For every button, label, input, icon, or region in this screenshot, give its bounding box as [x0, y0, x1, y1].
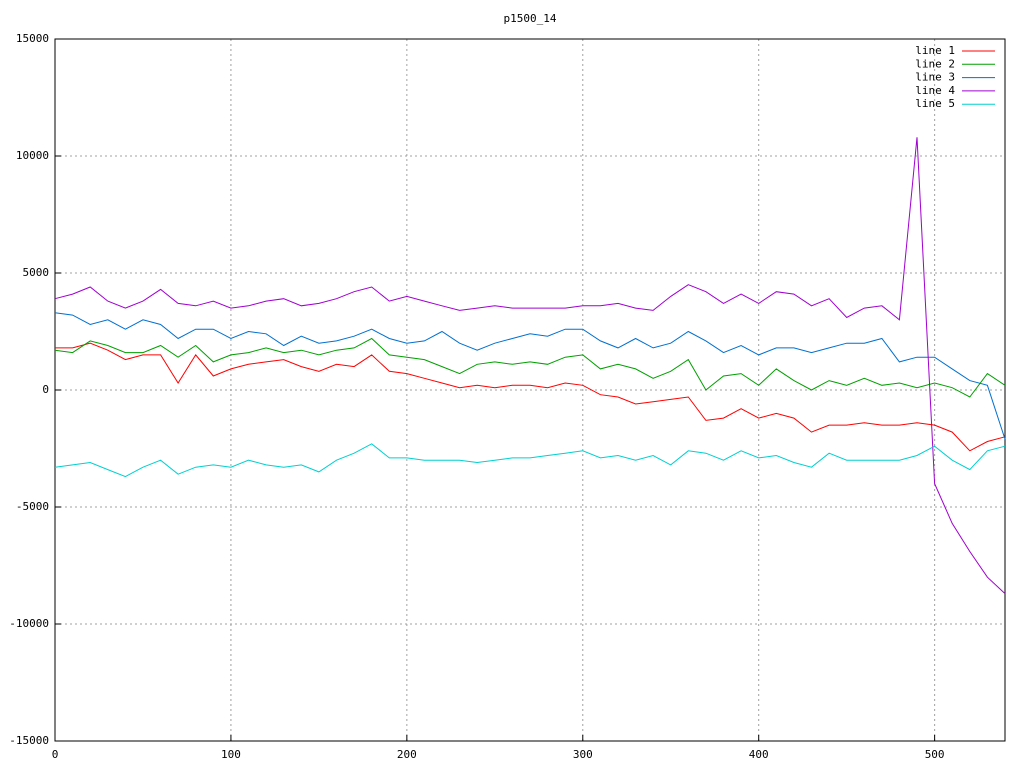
y-tick-label: -10000 — [9, 617, 49, 630]
x-tick-label: 400 — [749, 748, 769, 761]
y-tick-label: 5000 — [23, 266, 50, 279]
legend-label: line 1 — [915, 44, 955, 57]
legend-label: line 4 — [915, 84, 955, 97]
data-line — [55, 342, 1006, 452]
y-tick-label: 10000 — [16, 149, 49, 162]
data-line — [54, 137, 1006, 594]
plot-frame — [54, 38, 1006, 742]
y-tick-label: 0 — [42, 383, 49, 396]
y-tick-label: 15000 — [16, 32, 49, 45]
x-tick-label: 500 — [925, 748, 945, 761]
data-line — [54, 337, 1006, 398]
x-tick-label: 0 — [52, 748, 59, 761]
y-tick-label: -5000 — [16, 500, 49, 513]
x-tick-label: 300 — [573, 748, 593, 761]
legend-label: line 3 — [915, 71, 955, 84]
x-tick-label: 100 — [221, 748, 241, 761]
legend-label: line 2 — [915, 57, 955, 70]
x-tick-label: 200 — [397, 748, 417, 761]
y-tick-label: -15000 — [9, 734, 49, 747]
legend-label: line 5 — [915, 97, 955, 110]
chart-title: p1500_14 — [504, 12, 557, 25]
data-line — [54, 312, 1006, 440]
data-line — [54, 443, 1006, 478]
